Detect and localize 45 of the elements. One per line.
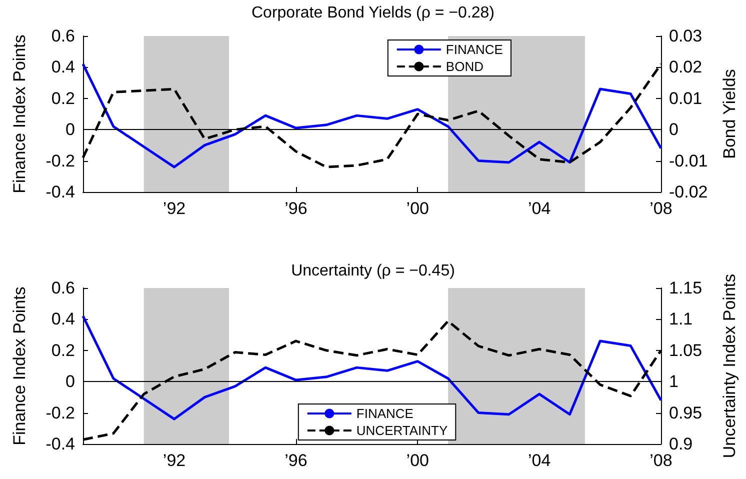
y2-tick-label: 1.05 xyxy=(669,340,702,360)
y-tick-label: -0.2 xyxy=(46,403,75,422)
y2-tick-label: -0.01 xyxy=(669,151,708,170)
x-tick-label: ’92 xyxy=(162,451,186,470)
y2-tick-label: 0 xyxy=(669,120,678,140)
legend-label: FINANCE xyxy=(446,42,504,57)
y-tick-label: 0 xyxy=(66,120,75,140)
y-tick-label: 0.2 xyxy=(51,88,75,108)
y2-tick-label: 0.02 xyxy=(669,58,702,77)
x-tick-label: ’04 xyxy=(528,451,551,470)
y2-tick-label: 0.03 xyxy=(669,26,702,46)
x-tick-label: ’08 xyxy=(650,451,672,470)
legend-label: BOND xyxy=(446,59,484,74)
chart-title: Corporate Bond Yields (ρ = −0.28) xyxy=(251,4,495,22)
y-tick-label: 0.4 xyxy=(51,58,75,77)
y-axis-title: Finance Index Points xyxy=(10,34,29,194)
y-tick-label: 0.4 xyxy=(51,310,75,329)
x-tick-label: ’00 xyxy=(406,451,429,470)
y2-tick-label: 1 xyxy=(669,372,678,392)
y-tick-label: 0.6 xyxy=(51,278,75,298)
y2-axis-title: Bond Yields xyxy=(720,69,739,159)
y-tick-label: 0.6 xyxy=(51,26,75,46)
chart-title: Uncertainty (ρ = −0.45) xyxy=(291,262,455,280)
y-axis-title: Finance Index Points xyxy=(10,286,29,446)
x-tick-label: ’96 xyxy=(284,199,308,218)
legend-label: FINANCE xyxy=(356,406,414,421)
y2-tick-label: 0.9 xyxy=(669,434,693,454)
y-tick-label: 0 xyxy=(66,372,75,392)
y2-tick-label: -0.02 xyxy=(669,182,708,202)
y2-tick-label: 0.01 xyxy=(669,88,702,108)
x-tick-label: ’92 xyxy=(162,199,186,218)
y2-tick-label: 0.95 xyxy=(669,403,702,422)
x-tick-label: ’00 xyxy=(406,199,429,218)
y2-tick-label: 1.15 xyxy=(669,278,702,298)
y-tick-label: -0.4 xyxy=(46,182,75,202)
y-tick-label: -0.2 xyxy=(46,151,75,170)
y-tick-label: -0.4 xyxy=(46,434,75,454)
y2-axis-title: Uncertainty Index Points xyxy=(720,274,739,458)
x-tick-label: ’08 xyxy=(650,199,672,218)
y-tick-label: 0.2 xyxy=(51,340,75,360)
x-tick-label: ’04 xyxy=(528,199,551,218)
x-tick-label: ’96 xyxy=(284,451,308,470)
legend-label: UNCERTAINTY xyxy=(356,423,448,438)
line-series xyxy=(82,314,662,420)
y2-tick-label: 1.1 xyxy=(669,310,693,329)
